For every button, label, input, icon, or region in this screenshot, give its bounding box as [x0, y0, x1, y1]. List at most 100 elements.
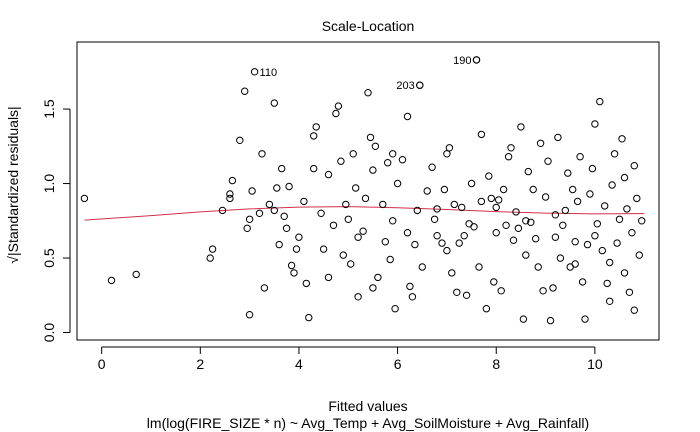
data-point [556, 254, 565, 262]
data-point [393, 179, 402, 188]
x-tick-label: 2 [196, 356, 204, 372]
data-point [310, 164, 318, 173]
smoother-line [84, 206, 645, 221]
data-point [389, 217, 397, 225]
data-point [475, 263, 483, 271]
data-point [571, 260, 579, 268]
data-point [544, 157, 552, 165]
data-point [245, 311, 254, 319]
data-point [522, 251, 530, 259]
data-point [386, 255, 394, 264]
point-label-203: 203 [396, 80, 414, 92]
data-point [559, 221, 567, 230]
data-point [334, 102, 343, 110]
data-point [571, 238, 579, 246]
data-point [458, 203, 466, 212]
data-point [275, 240, 283, 249]
data-point [485, 172, 493, 180]
data-point [290, 269, 298, 277]
labeled-point-203 [416, 81, 424, 89]
data-point [470, 223, 478, 231]
data-point [509, 236, 518, 244]
data-point [265, 200, 274, 209]
data-point [319, 245, 328, 253]
data-point [514, 224, 523, 233]
data-point [258, 150, 266, 158]
data-point [361, 194, 370, 203]
data-point [630, 162, 638, 170]
data-point [593, 220, 601, 228]
data-point [561, 206, 569, 215]
x-axis-label: Fitted values [328, 398, 407, 414]
data-point [578, 278, 587, 286]
data-point [418, 263, 426, 271]
point-labels: 110 190 203 [260, 55, 472, 92]
data-point [606, 258, 614, 267]
data-point [428, 163, 436, 171]
data-point [519, 315, 528, 323]
data-point [507, 144, 515, 152]
data-point [546, 316, 555, 325]
data-point [610, 150, 619, 158]
data-point [379, 200, 387, 209]
data-point [406, 282, 414, 291]
data-point [206, 254, 214, 262]
data-point [586, 190, 594, 198]
data-point [532, 235, 540, 243]
data-point [273, 184, 281, 192]
y-tick-label: 1.5 [41, 99, 57, 119]
data-point [497, 287, 505, 295]
data-point [450, 200, 458, 209]
data-point [613, 239, 621, 247]
data-point [310, 132, 318, 140]
data-point [359, 227, 367, 235]
data-point [467, 179, 476, 188]
data-point [324, 273, 333, 282]
data-point [601, 202, 609, 210]
data-point [381, 238, 389, 246]
data-point [536, 139, 545, 148]
data-point [534, 263, 542, 271]
data-point [352, 184, 360, 192]
data-point [354, 293, 362, 301]
data-point [583, 240, 592, 249]
data-point [462, 291, 471, 299]
data-point [438, 239, 446, 247]
data-point [512, 208, 520, 216]
y-tick-label: 1.0 [41, 174, 57, 194]
data-point [408, 293, 417, 301]
data-point [502, 221, 510, 230]
chart-subtitle: lm(log(FIRE_SIZE * n) ~ Avg_Temp + Avg_S… [147, 415, 589, 431]
labeled-point-110 [250, 68, 259, 76]
data-point [228, 176, 237, 185]
data-point [524, 167, 532, 176]
data-point [317, 209, 325, 218]
data-point [522, 217, 530, 225]
data-point [349, 150, 357, 158]
data-point [445, 144, 454, 152]
data-point [270, 99, 278, 107]
x-tick-label: 8 [492, 356, 500, 372]
data-point [433, 232, 441, 240]
data-point [564, 169, 572, 177]
data-point [371, 142, 380, 151]
data-point [329, 221, 338, 230]
data-point [80, 194, 89, 203]
data-point [455, 239, 463, 247]
data-point [495, 196, 503, 204]
data-point [312, 123, 320, 131]
data-point [569, 185, 577, 194]
data-point [551, 233, 560, 241]
data-point [423, 187, 431, 195]
data-point [107, 276, 116, 285]
data-point [413, 206, 421, 215]
data-point [403, 112, 412, 121]
data-point [366, 133, 375, 142]
data-point [302, 279, 310, 288]
data-point [598, 246, 606, 255]
data-point [285, 182, 293, 191]
data-point [295, 233, 303, 241]
data-point [245, 215, 254, 224]
data-point [282, 224, 291, 233]
